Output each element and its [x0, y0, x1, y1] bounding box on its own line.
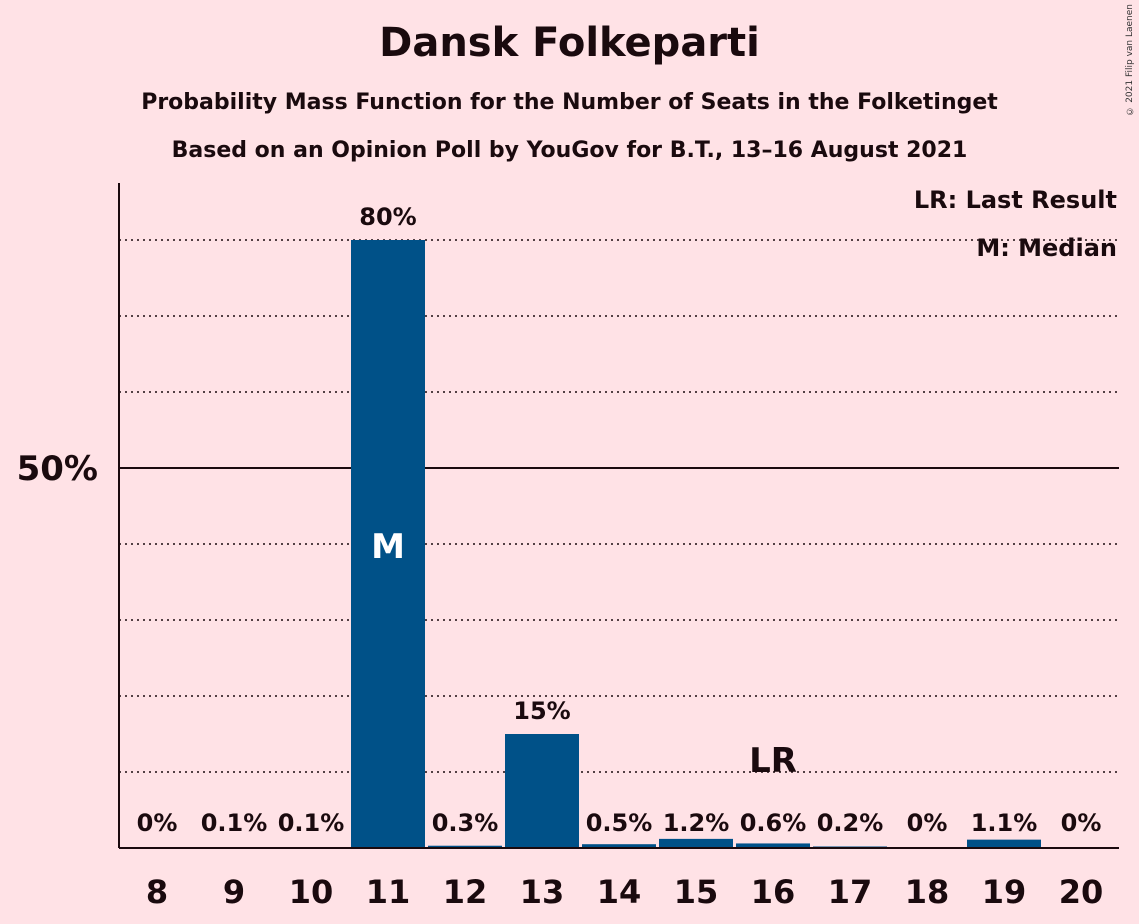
x-tick-label: 10 — [289, 873, 334, 911]
legend-last-result: LR: Last Result — [913, 186, 1117, 214]
x-tick-label: 15 — [674, 873, 719, 911]
data-label: 0% — [137, 809, 178, 837]
x-tick-label: 18 — [905, 873, 950, 911]
data-label: 1.1% — [971, 809, 1038, 837]
data-label: 0.1% — [278, 809, 345, 837]
x-tick-label: 11 — [366, 873, 411, 911]
bar — [505, 734, 579, 848]
median-marker: M — [371, 527, 405, 567]
bar — [428, 845, 502, 848]
x-tick-label: 19 — [982, 873, 1027, 911]
y-tick-label: 50% — [17, 449, 98, 489]
x-tick-label: 12 — [443, 873, 488, 911]
bar — [736, 843, 810, 848]
bar — [659, 838, 733, 848]
x-tick-label: 14 — [597, 873, 642, 911]
data-label: 0.3% — [432, 809, 499, 837]
bar — [967, 839, 1041, 848]
chart-title: Dansk Folkeparti — [379, 20, 760, 66]
data-label: 0.1% — [201, 809, 268, 837]
data-label: 0.6% — [740, 809, 807, 837]
x-tick-label: 8 — [146, 873, 168, 911]
data-label: 15% — [513, 697, 570, 725]
x-tick-label: 17 — [828, 873, 873, 911]
legend-median: M: Median — [976, 234, 1117, 262]
x-tick-label: 16 — [751, 873, 796, 911]
chart-subtitle-source: Based on an Opinion Poll by YouGov for B… — [171, 138, 968, 163]
data-label: 1.2% — [663, 809, 730, 837]
bar — [351, 240, 425, 848]
x-tick-label: 20 — [1059, 873, 1104, 911]
data-label: 80% — [359, 203, 416, 231]
data-label: 0% — [1061, 809, 1102, 837]
x-tick-label: 9 — [223, 873, 245, 911]
data-label: 0% — [907, 809, 948, 837]
data-label: 0.5% — [586, 809, 653, 837]
bar — [582, 844, 656, 848]
chart-subtitle: Probability Mass Function for the Number… — [141, 90, 998, 115]
last-result-marker: LR — [749, 741, 797, 781]
data-label: 0.2% — [817, 809, 884, 837]
x-tick-label: 13 — [520, 873, 565, 911]
